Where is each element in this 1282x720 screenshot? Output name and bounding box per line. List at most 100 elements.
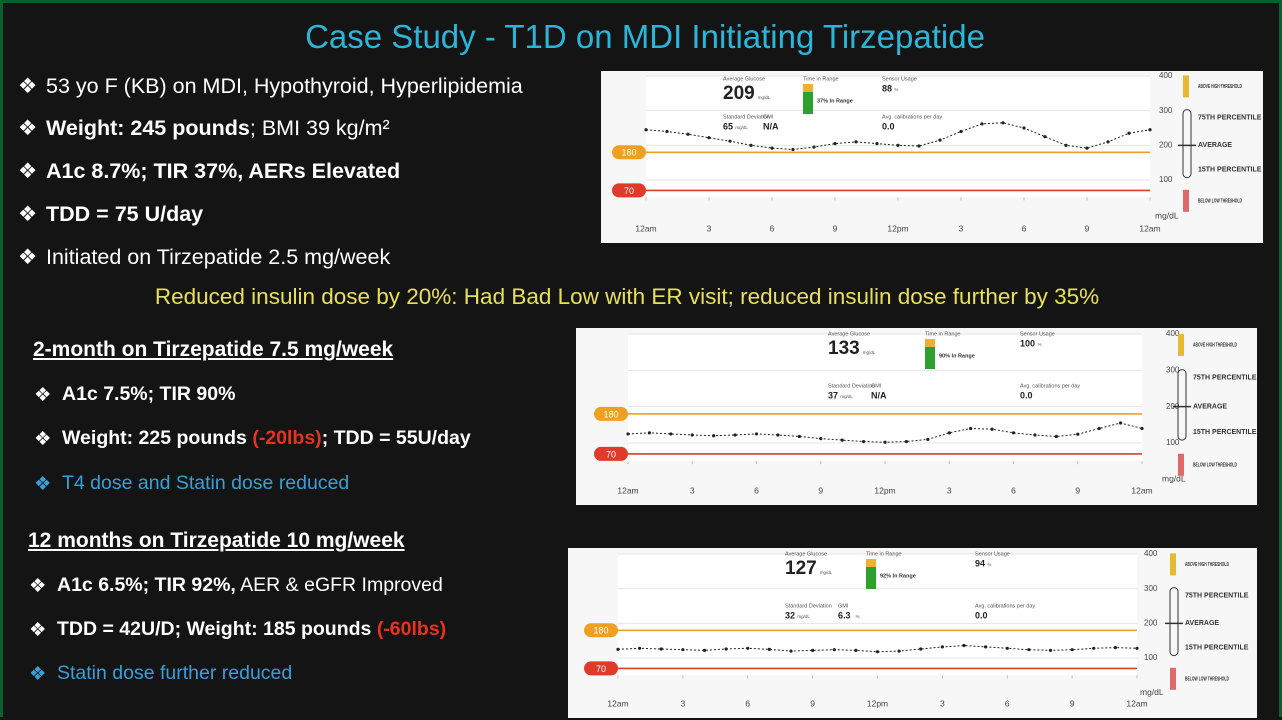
average-point [1054,434,1058,439]
bullet: Weight: 225 pounds (-20lbs); TDD = 55U/d… [34,427,471,451]
x-tick-label: 6 [1005,698,1010,708]
average-point [926,437,930,441]
bullet-text: A1c 7.5%; TIR 90% [62,383,236,405]
x-tick-label: 3 [947,485,952,495]
average-point [1135,646,1139,650]
average-point [1118,421,1123,425]
average-point [702,648,707,652]
legend-label: BELOW LOW THRESHOLD [1185,676,1229,682]
legend-label: ABOVE HIGH THRESHOLD [1193,342,1237,348]
y-tick-label: 400 [1166,329,1180,338]
stat-label: Sensor Usage [1020,331,1055,337]
x-tick-label: 6 [1022,223,1027,233]
average-point [770,146,774,150]
stat-value: 6.3 [838,610,851,620]
average-point [969,426,973,431]
average-point [896,143,900,147]
legend-label: 15TH PERCENTILE [1198,166,1262,173]
legend-swatch [1183,75,1189,98]
stat-unit: mg/dL [820,570,833,575]
average-point [980,122,984,126]
bullet-text: Statin dose further reduced [57,662,293,684]
legend-label: 15TH PERCENTILE [1193,429,1257,436]
x-tick-label: 6 [1011,485,1016,495]
average-point [1076,432,1080,436]
note: Reduced insulin dose by 20%: Had Bad Low… [154,284,1100,309]
x-tick-label: 12am [617,485,638,495]
average-point [861,439,866,444]
average-point [819,437,823,441]
stat-label: Standard Deviation [828,383,875,389]
x-tick-label: 3 [681,698,686,708]
stat-unit: % [987,562,991,567]
average-point [754,432,759,436]
stat-value: 100 [1020,338,1035,348]
bullet-text: Weight: 225 pounds [62,427,253,449]
tir-bar-range [866,567,876,589]
legend-swatch [1178,453,1184,476]
y-unit: mg/dL [1140,687,1164,697]
average-point [875,142,879,146]
bullet: A1c 7.5%; TIR 90% [34,383,236,407]
legend-label: ABOVE HIGH THRESHOLD [1198,84,1242,90]
section-heading: 2-month on Tirzepatide 7.5 mg/week [33,338,394,361]
stat-value: 65 [723,121,733,131]
tir-bar-range [803,92,813,114]
average-point [812,145,816,149]
average-point [791,147,795,152]
bullet: A1c 8.7%; TIR 37%, AERs Elevated [18,159,400,184]
average-point [659,647,663,651]
average-point [840,438,844,442]
plot-bg [628,334,1142,462]
bullet-text: (-20lbs) [252,427,322,449]
bullet-text: A1c 6.5%; TIR 92%, [57,574,236,596]
legend-label: 75TH PERCENTILE [1185,592,1249,599]
average-point [669,432,673,436]
average-point [938,138,942,142]
average-point [728,139,732,143]
average-point [1113,646,1117,650]
average-point [940,645,944,649]
threshold-badge [612,183,646,198]
tir-in-range: 37% In Range [817,98,853,104]
bullet: 53 yo F (KB) on MDI, Hypothyroid, Hyperl… [18,74,523,99]
tir-in-range: 92% In Range [880,573,916,579]
x-tick-label: 6 [770,223,775,233]
average-point [686,132,690,136]
y-tick-label: 200 [1144,618,1158,627]
legend-swatch [1183,189,1189,212]
y-tick-label: 300 [1166,365,1180,374]
bullet: T4 dose and Statin dose reduced [34,472,349,496]
x-tick-label: 3 [940,698,945,708]
y-tick-label: 300 [1159,106,1173,115]
tir-bar-high [803,84,813,92]
stat-value: 88 [882,83,892,93]
legend-label: BELOW LOW THRESHOLD [1193,462,1237,468]
average-point [1097,426,1101,431]
tir-bar-range [925,347,935,369]
average-point [854,648,858,652]
bullet-text: TDD = 75 U/day [46,202,204,226]
average-point [1033,433,1037,437]
average-point [1011,431,1016,435]
stat-value: 32 [785,610,795,620]
average-point [1043,135,1047,139]
y-tick-label: 300 [1144,584,1158,593]
x-tick-label: 12am [607,698,628,708]
average-point [690,433,694,437]
average-point [733,433,737,437]
average-point [789,649,793,653]
stat-value: 94 [975,558,985,568]
threshold-label: 180 [593,626,608,636]
average-point [797,434,801,439]
plot-bg [618,554,1137,676]
stat-value: N/A [871,390,887,400]
average-point [1022,126,1026,130]
average-point [712,434,716,438]
tir-label: Time in Range [866,551,902,557]
average-point [665,129,669,134]
y-tick-label: 100 [1144,653,1158,662]
x-tick-label: 9 [818,485,823,495]
average-point [854,140,858,144]
average-point [707,136,711,140]
